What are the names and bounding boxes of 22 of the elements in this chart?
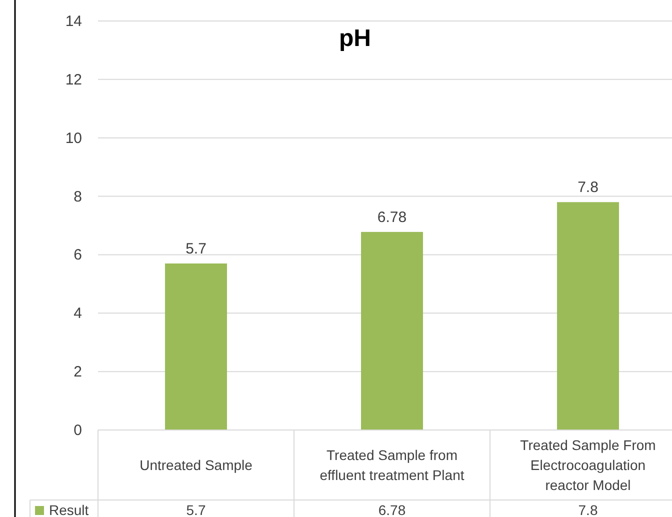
bar — [361, 232, 423, 430]
y-tick-label: 0 — [74, 422, 82, 439]
annotation: 5.7 — [186, 240, 206, 258]
x-tick-label: Treated Sample From Electrocoagulation reactor Model — [520, 437, 656, 493]
x-tick-label: Untreated Sample — [140, 457, 253, 473]
y-tick-label: 4 — [74, 305, 82, 322]
x-tick-label: Treated Sample from effluent treatment Plant — [320, 447, 464, 483]
chart-title: pH — [339, 25, 371, 52]
y-tick-label: 14 — [65, 13, 82, 30]
annotation: 7.8 — [578, 179, 598, 196]
legend-label: Result — [49, 502, 89, 517]
y-tick-label: 6 — [74, 246, 82, 264]
annotation: 6.78 — [377, 208, 407, 226]
data-label: 5.7 — [186, 502, 206, 517]
y-tick-label: 10 — [65, 130, 82, 147]
y-tick-label: 2 — [74, 364, 82, 381]
data-label: 6.78 — [378, 502, 406, 517]
y-tick-label: 8 — [74, 188, 82, 206]
bar — [165, 263, 227, 430]
data-label: 7.8 — [578, 502, 598, 517]
bar — [557, 202, 619, 430]
y-tick-label: 12 — [65, 71, 82, 88]
